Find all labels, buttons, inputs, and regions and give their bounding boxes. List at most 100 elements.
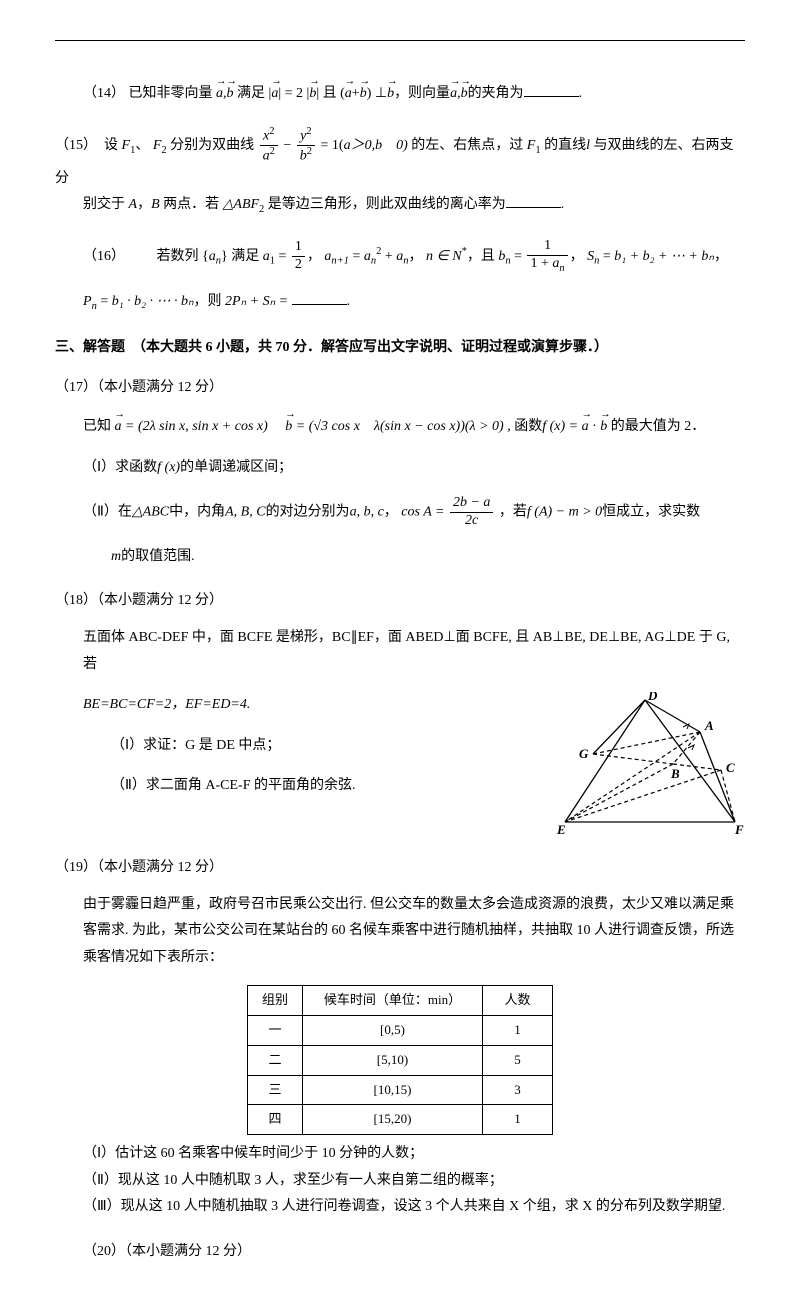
va2: a [582,414,589,441]
n: 1 [527,238,567,256]
blank [506,194,561,208]
q17-num: （17） [55,380,97,395]
d: a [263,149,270,164]
q17-p3: m的取值范围. [55,544,745,571]
question-19: （19）（本小题满分 12 分） 由于雾霾日趋严重，政府号召市民乘公交出行. 但… [55,855,745,1221]
s: 1 [130,145,135,156]
q14-ta: 已知非零向量 [129,86,213,101]
t: ，则向量 [394,86,450,101]
q15-line2: 别交于 A，B 两点．若 △ABF2 是等边三角形，则此双曲线的离心率为. [55,192,745,220]
lbl-E: E [556,822,566,837]
q19-num: （19） [55,860,97,875]
blank [292,291,347,305]
t: 别交于 [83,197,125,212]
table-row: 一[0,5)1 [247,1016,552,1046]
final: 2Pₙ + Sₙ = [225,294,292,309]
t: 若数列 { [157,249,209,264]
t: | = 2 | [278,86,309,101]
eq: = [97,294,112,309]
ansq: a [364,249,371,264]
blank [524,83,579,97]
t: （Ⅱ）在 [83,505,132,520]
c: 5 [483,1045,553,1075]
question-15: （15） 设 F1、 F2 分别为双曲线 x2a2 − y2b2 = 1(a＞0… [55,126,745,220]
c: [15,20) [303,1105,483,1135]
t: （Ⅰ）求函数 [83,460,157,475]
fx2: f (x) [157,460,180,475]
q15-num: （15） [55,138,97,153]
dot: · [589,419,601,434]
t: ，若 [499,505,527,520]
eq: = [599,249,614,264]
cosA: cos A = [401,505,448,520]
question-20: （20）（本小题满分 12 分） [55,1239,745,1266]
va: a [115,414,122,441]
plus: + [352,86,360,101]
q19-para: 由于雾霾日趋严重，政府号召市民乘公交出行. 但公交车的数量太多会造成资源的浪费，… [55,892,745,972]
q18-line2: BE=BC=CF=2，EF=ED=4. [55,692,525,719]
eq2: = (√3 cos x λ(sin x − cos x))(λ > 0) , [292,419,510,434]
t: 两点．若 [163,197,219,212]
question-16: （16） 若数列 {an} 满足 a1 = 12， an+1 = an2 + a… [55,238,745,317]
eq: = [275,249,290,264]
t: BE=BC=CF=2，EF=ED=4. [83,697,250,712]
lbl-A: A [704,718,714,733]
period: . [579,86,583,101]
sum: b₁ + b₂ + ⋯ + bₙ [614,249,714,264]
c: ， [714,249,728,264]
t: } 满足 [221,249,259,264]
vec-a4: a [450,81,457,108]
t: 的单调递减区间； [180,460,292,475]
half: 12 [292,239,305,274]
c: [5,10) [303,1045,483,1075]
t: 分别为双曲线 [170,138,254,153]
B: B [151,197,160,212]
q19-p3: （Ⅲ）现从这 10 人中随机抽取 3 人进行问卷调查，设这 3 个人共来自 X … [55,1194,745,1221]
q19-pts: （本小题满分 12 分） [97,860,223,875]
m: m [111,549,121,564]
c: 四 [247,1105,302,1135]
c: ，且 [467,249,495,264]
q18-p1: （Ⅰ）求证：G 是 DE 中点； [55,733,525,760]
c: [10,15) [303,1075,483,1105]
s: 1 [535,145,540,156]
c: 一 [247,1016,302,1046]
p: . [561,197,565,212]
t: 的夹角为 [468,86,524,101]
q18-row: BE=BC=CF=2，EF=ED=4. （Ⅰ）求证：G 是 DE 中点； （Ⅱ）… [55,692,745,837]
q18-pts: （本小题满分 12 分） [97,593,223,608]
t: 是等边三角形，则此双曲线的离心率为 [268,197,506,212]
vec-b2: b [309,81,316,108]
c: ， [307,249,321,264]
prod: b₁ · b₂ · ⋯ · bₙ [112,294,194,309]
vec-b3: b [360,81,367,108]
s: 2 [269,126,274,137]
n: 2b − a [450,495,493,513]
A: A [129,197,138,212]
t: 的取值范围. [121,549,195,564]
t: ) ⊥ [367,86,387,101]
t: ，则 [194,294,222,309]
nin: n ∈ N [426,249,462,264]
Pn: P [83,294,92,309]
lbl-B: B [670,766,680,781]
t: 函数 [514,419,542,434]
c: 1 [483,1016,553,1046]
n: n [371,255,376,266]
q16-num: （16） [55,249,125,264]
section-3-title: 三、解答题 （本大题共 6 小题，共 70 分．解答应写出文字说明、证明过程或演… [55,335,745,362]
th3: 人数 [483,986,553,1016]
lbl-F: F [734,822,744,837]
table-row: 三[10,15)3 [247,1075,552,1105]
n: n [559,262,564,273]
t: 中，内角 [169,505,225,520]
q18-p2: （Ⅱ）求二面角 A-CE-F 的平面角的余弦. [55,773,525,800]
polyhedron-svg: D A G B C E F [535,692,755,837]
eq: = [511,249,526,264]
table-row: 二[5,10)5 [247,1045,552,1075]
frac-x: x2a2 [260,126,278,166]
t: 的左、右焦点，过 [411,138,523,153]
table-head: 组别 候车时间（单位：min） 人数 [247,986,552,1016]
fAm: f (A) − m > 0 [527,505,602,520]
abc: a, b, c [350,505,384,520]
